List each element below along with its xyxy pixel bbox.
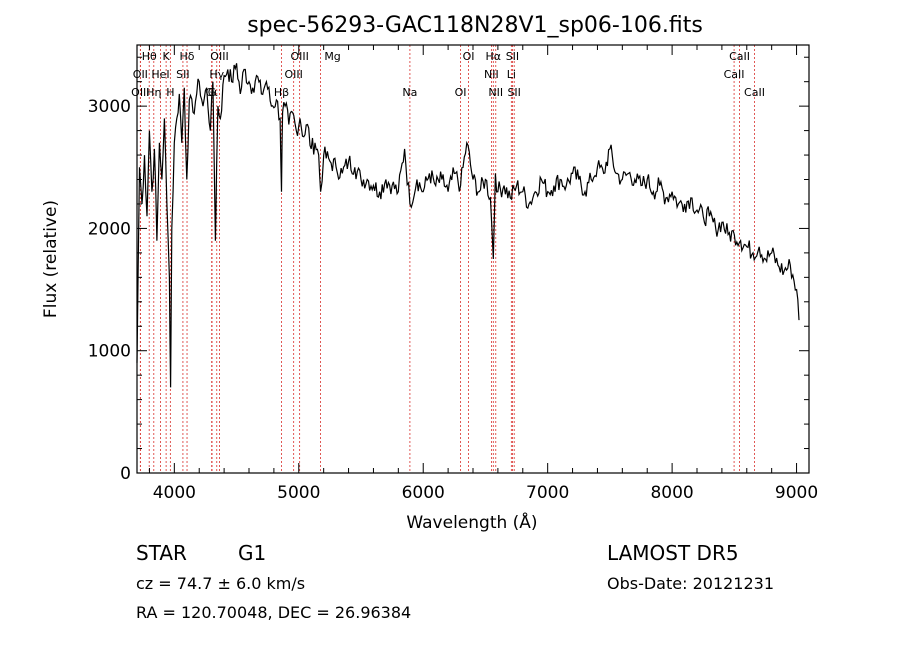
spectral-line-label: OII (133, 68, 148, 81)
spectral-line-label: OIII (210, 50, 228, 63)
x-tick-label: 5000 (277, 483, 320, 503)
object-class: STAR (136, 541, 187, 565)
observation-date: Obs-Date: 20121231 (607, 574, 775, 593)
spectral-line-label: Hγ (209, 68, 224, 81)
x-tick-label: 9000 (775, 483, 818, 503)
spectrum-chart: spec-56293-GAC118N28V1_sp06-106.fits Hθ O… (41, 13, 818, 533)
x-axis-ticks: 4000 5000 6000 7000 8000 9000 (148, 45, 818, 503)
y-tick-label: 3000 (88, 97, 131, 117)
x-tick-label: 7000 (526, 483, 569, 503)
spectral-line-label: SII (507, 86, 520, 99)
spectrum-series-line (136, 63, 800, 388)
spectral-line-label: HeI (151, 68, 169, 81)
y-tick-label: 2000 (88, 219, 131, 239)
spectral-line-label: CaII (729, 50, 750, 63)
spectral-line-label: CaII (724, 68, 745, 81)
x-tick-label: 4000 (153, 483, 196, 503)
spectral-line-label: CaII (744, 86, 765, 99)
spectral-line-label: NII (484, 68, 499, 81)
spectral-line-label: Li (507, 68, 516, 81)
redshift-velocity: cz = 74.7 ± 6.0 km/s (136, 574, 306, 593)
coordinates: RA = 120.70048, DEC = 26.96384 (136, 603, 412, 622)
x-tick-label: 8000 (650, 483, 693, 503)
spectral-line-label: Mg (324, 50, 340, 63)
plot-frame (136, 44, 810, 474)
spectral-line-label: SII (176, 68, 189, 81)
spectral-line-label: Hα (486, 50, 502, 63)
spectral-line-label: OIII (131, 86, 149, 99)
spectral-line-label: H (166, 86, 174, 99)
x-axis-label: Wavelength (Å) (406, 511, 537, 533)
survey-name: LAMOST DR5 (607, 541, 739, 565)
spectral-line-label: K (163, 50, 171, 63)
spectral-line-label: OIII (290, 50, 308, 63)
spectral-line-label: Na (402, 86, 417, 99)
spectral-line-label: OIII (284, 68, 302, 81)
y-axis-label: Flux (relative) (41, 200, 61, 318)
spectral-line-label: SII (506, 50, 519, 63)
y-tick-label: 1000 (88, 342, 131, 362)
y-axis-ticks: 0 1000 2000 3000 (88, 56, 809, 484)
object-subclass: G1 (238, 541, 267, 565)
spectral-line-label: Hδ (180, 50, 195, 63)
y-tick-label: 0 (120, 464, 131, 484)
spectral-line-label: Hη (146, 86, 161, 99)
x-tick-label: 6000 (402, 483, 445, 503)
spectral-line-label: Hθ (142, 50, 157, 63)
spectral-line-markers (139, 45, 755, 473)
spectral-line-label: OI (455, 86, 467, 99)
chart-title: spec-56293-GAC118N28V1_sp06-106.fits (247, 13, 703, 38)
spectral-line-label: NII (488, 86, 503, 99)
spectral-line-label: OI (463, 50, 475, 63)
spectral-line-label: Hβ (274, 86, 289, 99)
